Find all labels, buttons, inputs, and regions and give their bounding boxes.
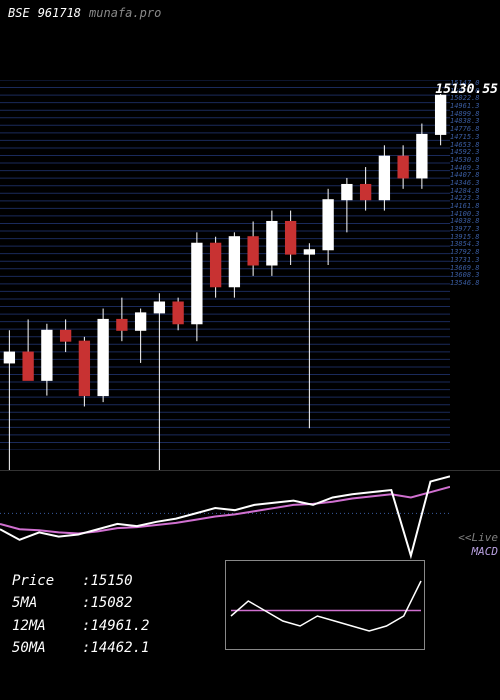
stat-sep: : [82, 592, 90, 614]
stat-label: Price [12, 570, 82, 592]
inset-chart [225, 560, 425, 650]
stat-sep: : [82, 570, 90, 592]
stat-label: 5MA [12, 592, 82, 614]
stats-panel: Price : 15150 5MA : 15082 12MA : 14961.2… [0, 560, 500, 700]
live-label: <<Live [458, 531, 498, 544]
current-price-badge: 15130.55 [435, 82, 498, 97]
y-axis-labels: 15147.015084.015022.814961.314899.814838… [450, 80, 500, 450]
stat-sep: : [82, 637, 90, 659]
site-watermark: munafa.pro [89, 6, 161, 24]
stat-label: 12MA [12, 615, 82, 637]
stat-value: 14462.1 [90, 637, 149, 659]
chart-header: BSE 961718 munafa.pro [0, 0, 500, 30]
stat-sep: : [82, 615, 90, 637]
ticker-label: 961718 [38, 6, 81, 24]
exchange-label: BSE [8, 6, 30, 24]
stat-value: 14961.2 [90, 615, 149, 637]
stat-label: 50MA [12, 637, 82, 659]
macd-panel[interactable]: <<Live MACD [0, 470, 500, 560]
candlestick-chart[interactable]: 15147.015084.015022.814961.314899.814838… [0, 30, 500, 470]
candlestick-series [0, 30, 450, 470]
macd-label: MACD [472, 545, 499, 558]
stat-value: 15082 [90, 592, 132, 614]
stat-value: 15150 [90, 570, 132, 592]
macd-lines [0, 471, 450, 561]
